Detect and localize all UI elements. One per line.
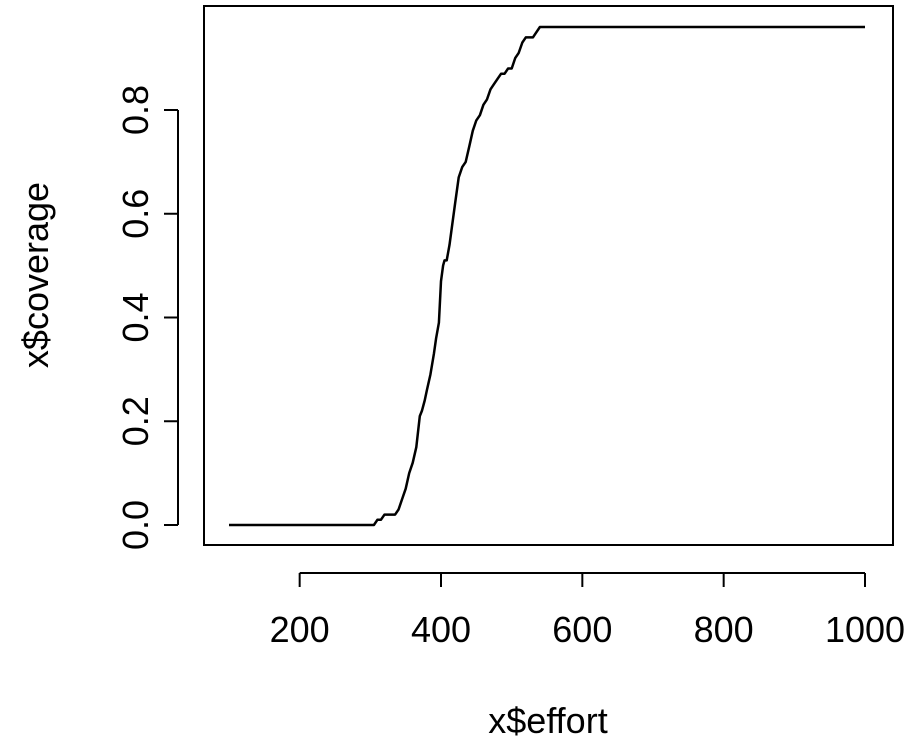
coverage-line — [229, 25, 865, 527]
x-axis: 200 400 600 800 1000 — [270, 572, 905, 650]
y-tick-label: 0.4 — [115, 292, 156, 342]
plot-frame — [203, 5, 894, 546]
y-tick-label: 0.0 — [115, 500, 156, 550]
x-tick-label: 200 — [270, 609, 330, 650]
x-tick-label: 1000 — [825, 609, 905, 650]
y-tick-label: 0.8 — [115, 85, 156, 135]
y-tick-label: 0.6 — [115, 189, 156, 239]
y-tick-label: 0.2 — [115, 396, 156, 446]
y-axis: 0.0 0.2 0.4 0.6 0.8 — [115, 85, 179, 550]
x-axis-label: x$effort — [488, 700, 607, 741]
y-axis-label: x$coverage — [15, 182, 56, 368]
x-tick-label: 800 — [694, 609, 754, 650]
x-tick-label: 600 — [552, 609, 612, 650]
x-tick-label: 400 — [411, 609, 471, 650]
